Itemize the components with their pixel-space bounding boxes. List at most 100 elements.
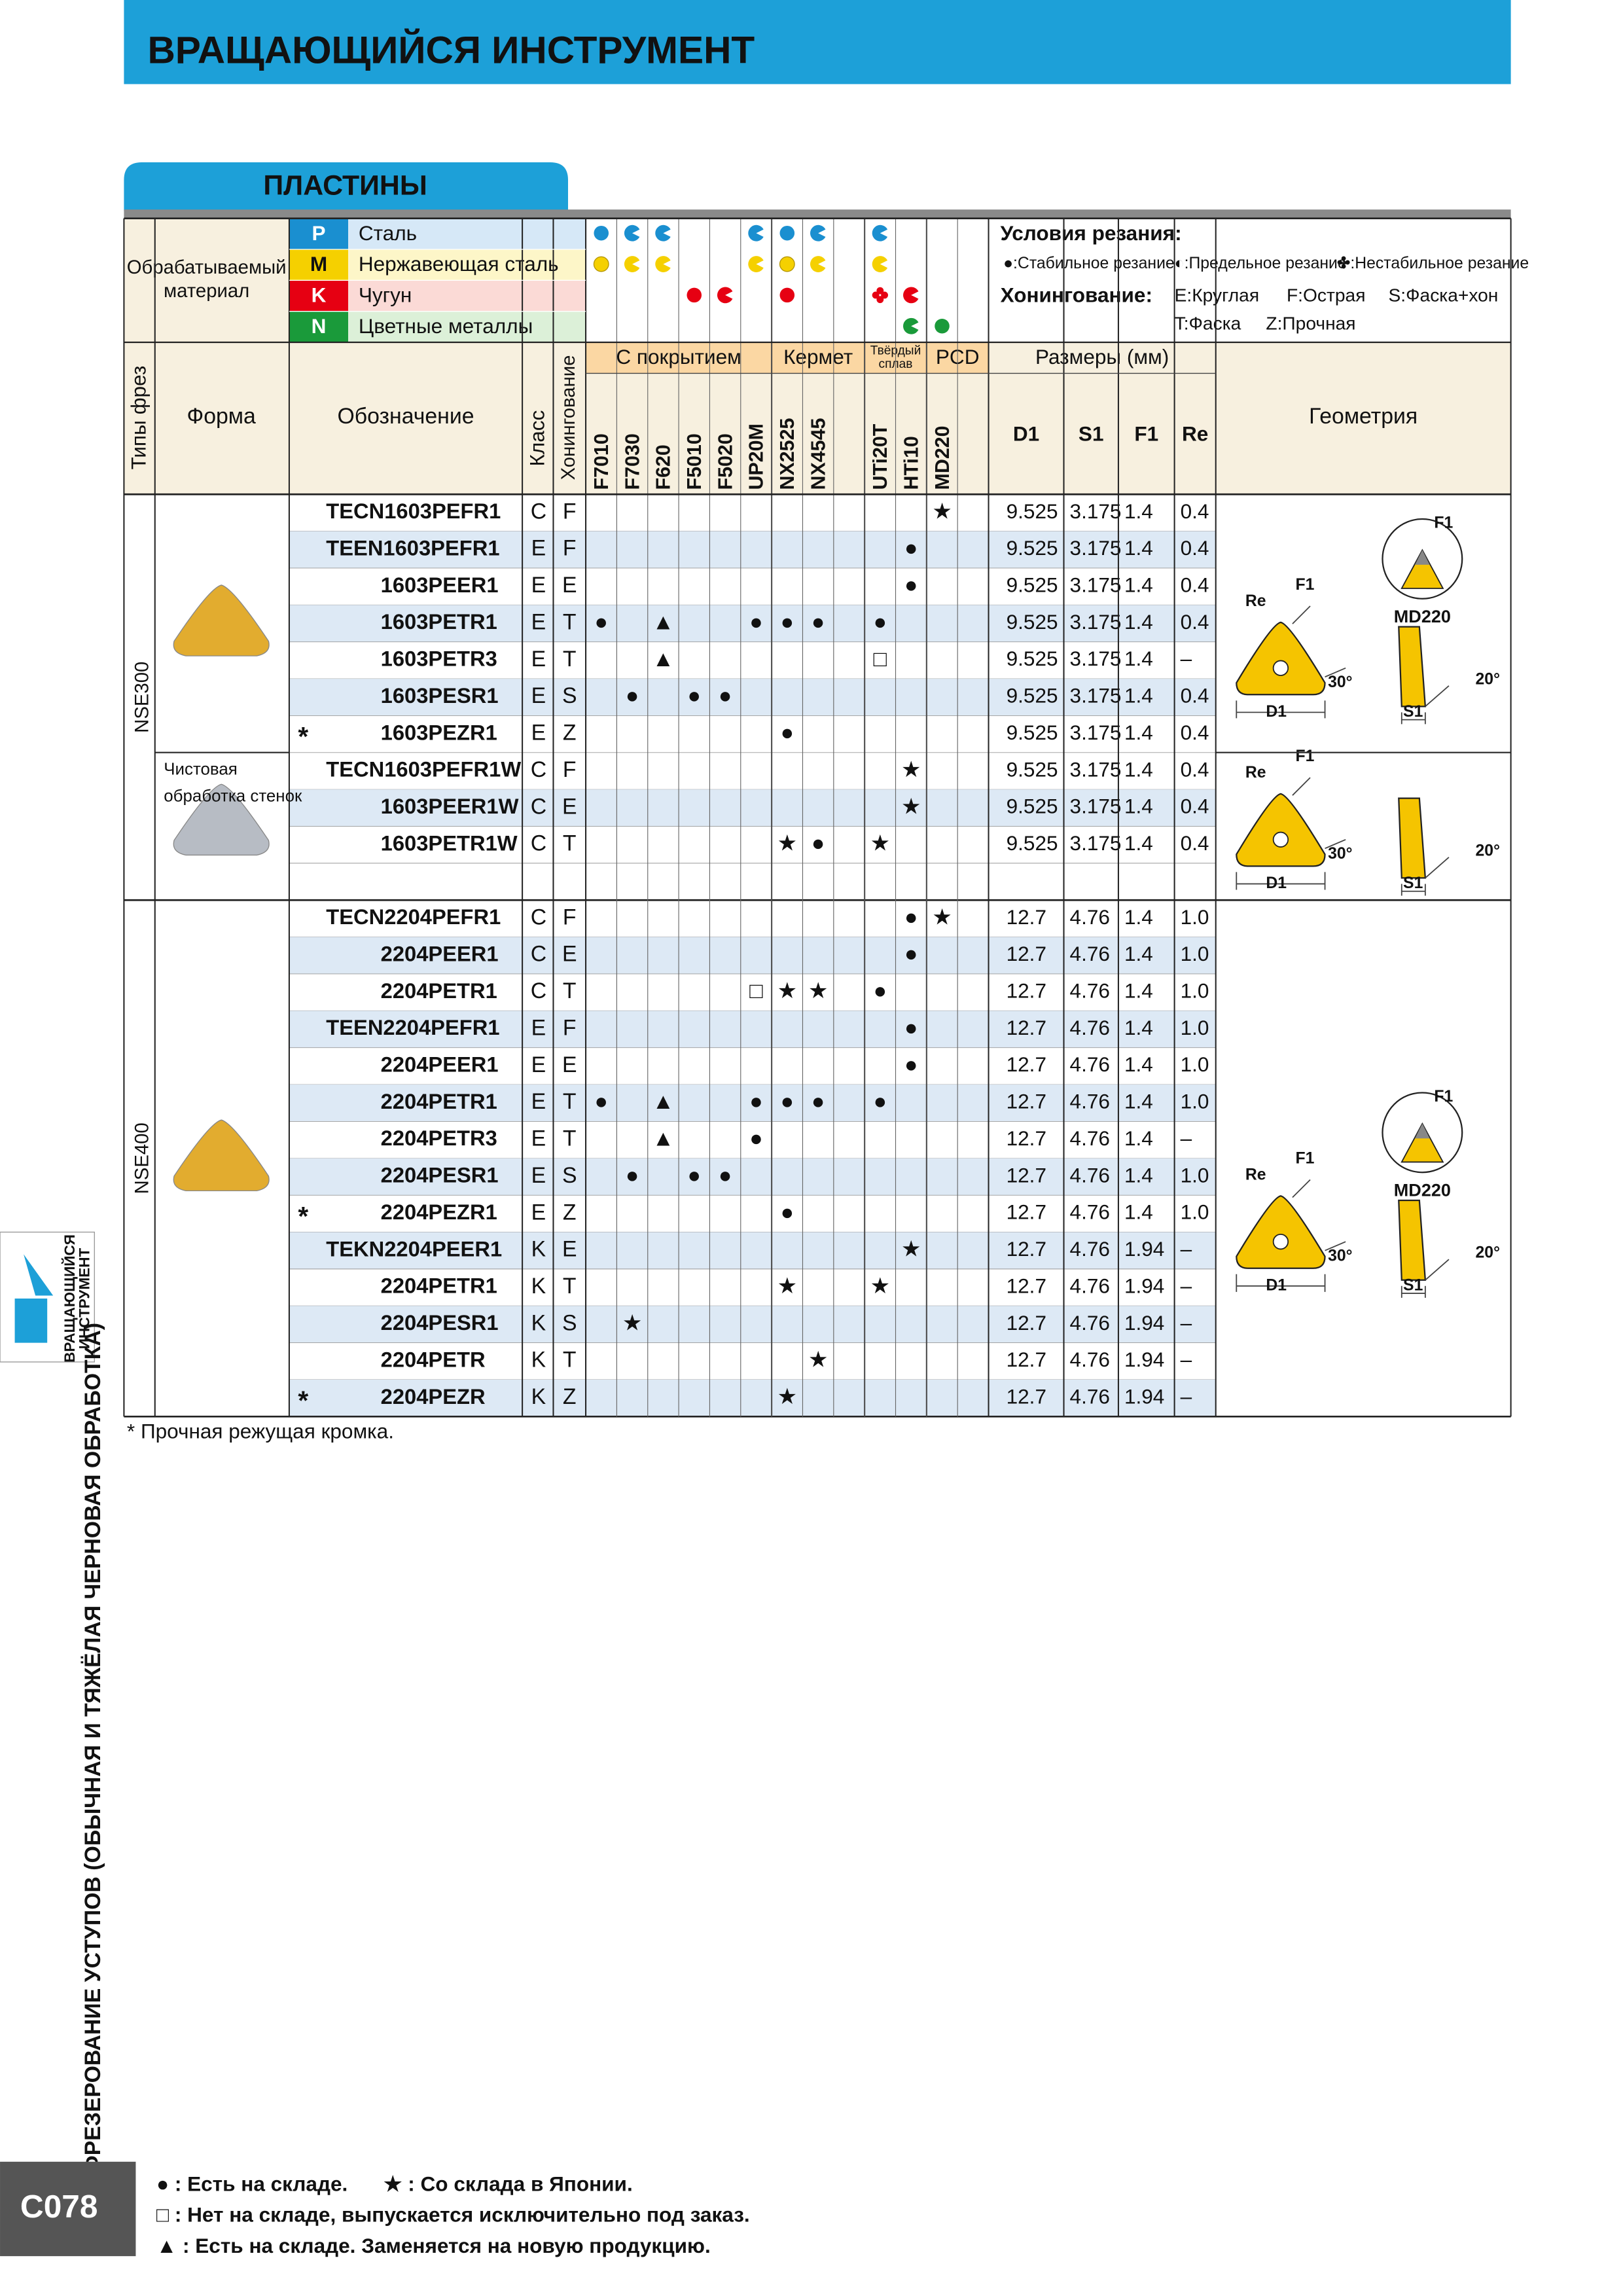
stock-mark: ★ [777,831,797,856]
text: ●:Стабильное резание [1003,255,1175,272]
material-name-cell [348,311,586,343]
dimension: 0.4 [1181,684,1209,708]
dimension: 12.7 [1007,1052,1046,1076]
dimension: 0.4 [1181,610,1209,634]
icon-stable [594,225,609,241]
icon-limit [748,256,764,272]
text: 2204PESR1 [381,1163,499,1187]
page-number-box [0,2161,136,2257]
text: Размеры (мм) [1035,345,1169,368]
dimension: 0.4 [1181,757,1209,781]
side-view [1398,797,1427,879]
text: Z [563,1200,577,1225]
geometry-label: S1 [1403,1276,1423,1294]
text: * [298,1386,308,1416]
stock-mark: ★ [932,499,952,524]
text: K [531,1274,546,1299]
text: 2204PETR1 [381,978,497,1003]
stock-mark: ● [904,573,918,598]
text: F [563,905,577,929]
material-code-cell [289,280,349,312]
text: 2204PEZR [381,1384,486,1408]
icon-limit [717,287,733,304]
geometry-label: S1 [1403,703,1423,721]
dimension: 9.525 [1007,647,1058,670]
icon-stable [687,287,702,303]
text: E [531,1200,546,1225]
insert-photo [173,783,270,856]
insert-photo [173,1119,270,1192]
dimension: 12.7 [1007,1090,1046,1113]
stock-mark: ● [749,609,762,634]
dimension: 3.175 [1070,684,1122,708]
dim-lines [1236,777,1346,890]
text: K [531,1310,546,1335]
text: * [298,721,308,751]
text: S [562,683,577,708]
side-lines [1400,857,1450,896]
text: K [531,1384,546,1409]
icon-limit [655,224,671,242]
stock-mark: ★ [777,978,797,1003]
stock-mark: ▲ [652,1089,674,1114]
text: E [531,647,546,672]
dimension: – [1181,1274,1192,1297]
insert-hole [1272,831,1289,848]
text: ИНСТРУМЕНТ [77,1247,93,1349]
dimension: 4.76 [1070,1384,1110,1408]
section-title: ПЛАСТИНЫ [263,170,427,202]
stock-mark: ● [595,609,608,634]
side-lines [1400,1259,1450,1298]
dimension: 1.4 [1124,831,1153,855]
text: C078 [20,2188,98,2225]
stock-mark: ● [904,942,918,967]
stock-mark: □ [749,978,763,1003]
md-tip [1400,548,1444,589]
text: E [531,609,546,634]
dimension: 1.0 [1181,1016,1209,1039]
stock-mark: ★ [808,978,828,1003]
dimension: 4.76 [1070,1200,1110,1224]
side-lines [1400,685,1450,725]
dimension: 3.175 [1070,610,1122,634]
stock-mark: ● [904,905,918,929]
text: ВРАЩАЮЩИЙСЯ [62,1234,78,1363]
text: NX4545 [807,418,829,490]
dimension: 12.7 [1007,1126,1046,1150]
geometry-label: F1 [1295,576,1314,594]
text: UP20M [745,423,768,490]
text: E [531,536,546,561]
text: NX2525 [776,418,798,490]
dimension: 1.94 [1124,1237,1164,1261]
dimension: – [1181,1384,1192,1408]
dimension: 0.4 [1181,721,1209,744]
dimension: 1.4 [1124,1163,1153,1187]
dimension: 4.76 [1070,905,1110,929]
dimension: 12.7 [1007,978,1046,1002]
icon-unstable [872,291,880,299]
text: E [531,1052,546,1077]
material-name-cell [348,249,586,281]
dimension: 3.175 [1070,721,1122,744]
geometry-label: D1 [1266,874,1287,892]
text: T [563,831,577,856]
text: 1603PEER1 [381,573,499,597]
text: E [531,1015,546,1040]
icon-limit [903,287,919,304]
text: C [531,978,546,1003]
text: S [562,1163,577,1188]
text: Класс [525,410,548,467]
dimension: 4.76 [1070,1311,1110,1335]
stock-mark: ● [688,683,701,708]
row-band [289,1232,1216,1269]
text: Нержавеющая сталь [359,252,559,276]
text: S:Фаска+хон [1389,285,1499,306]
text: F:Острая [1287,285,1366,306]
dimension: 3.175 [1070,831,1122,855]
dimension: 4.76 [1070,1163,1110,1187]
text: Цветные металлы [359,314,533,338]
row-band [289,1158,1216,1196]
dim-lines [1236,1179,1346,1292]
text: обработка стенок [164,787,302,805]
dimension: 1.4 [1124,499,1153,523]
